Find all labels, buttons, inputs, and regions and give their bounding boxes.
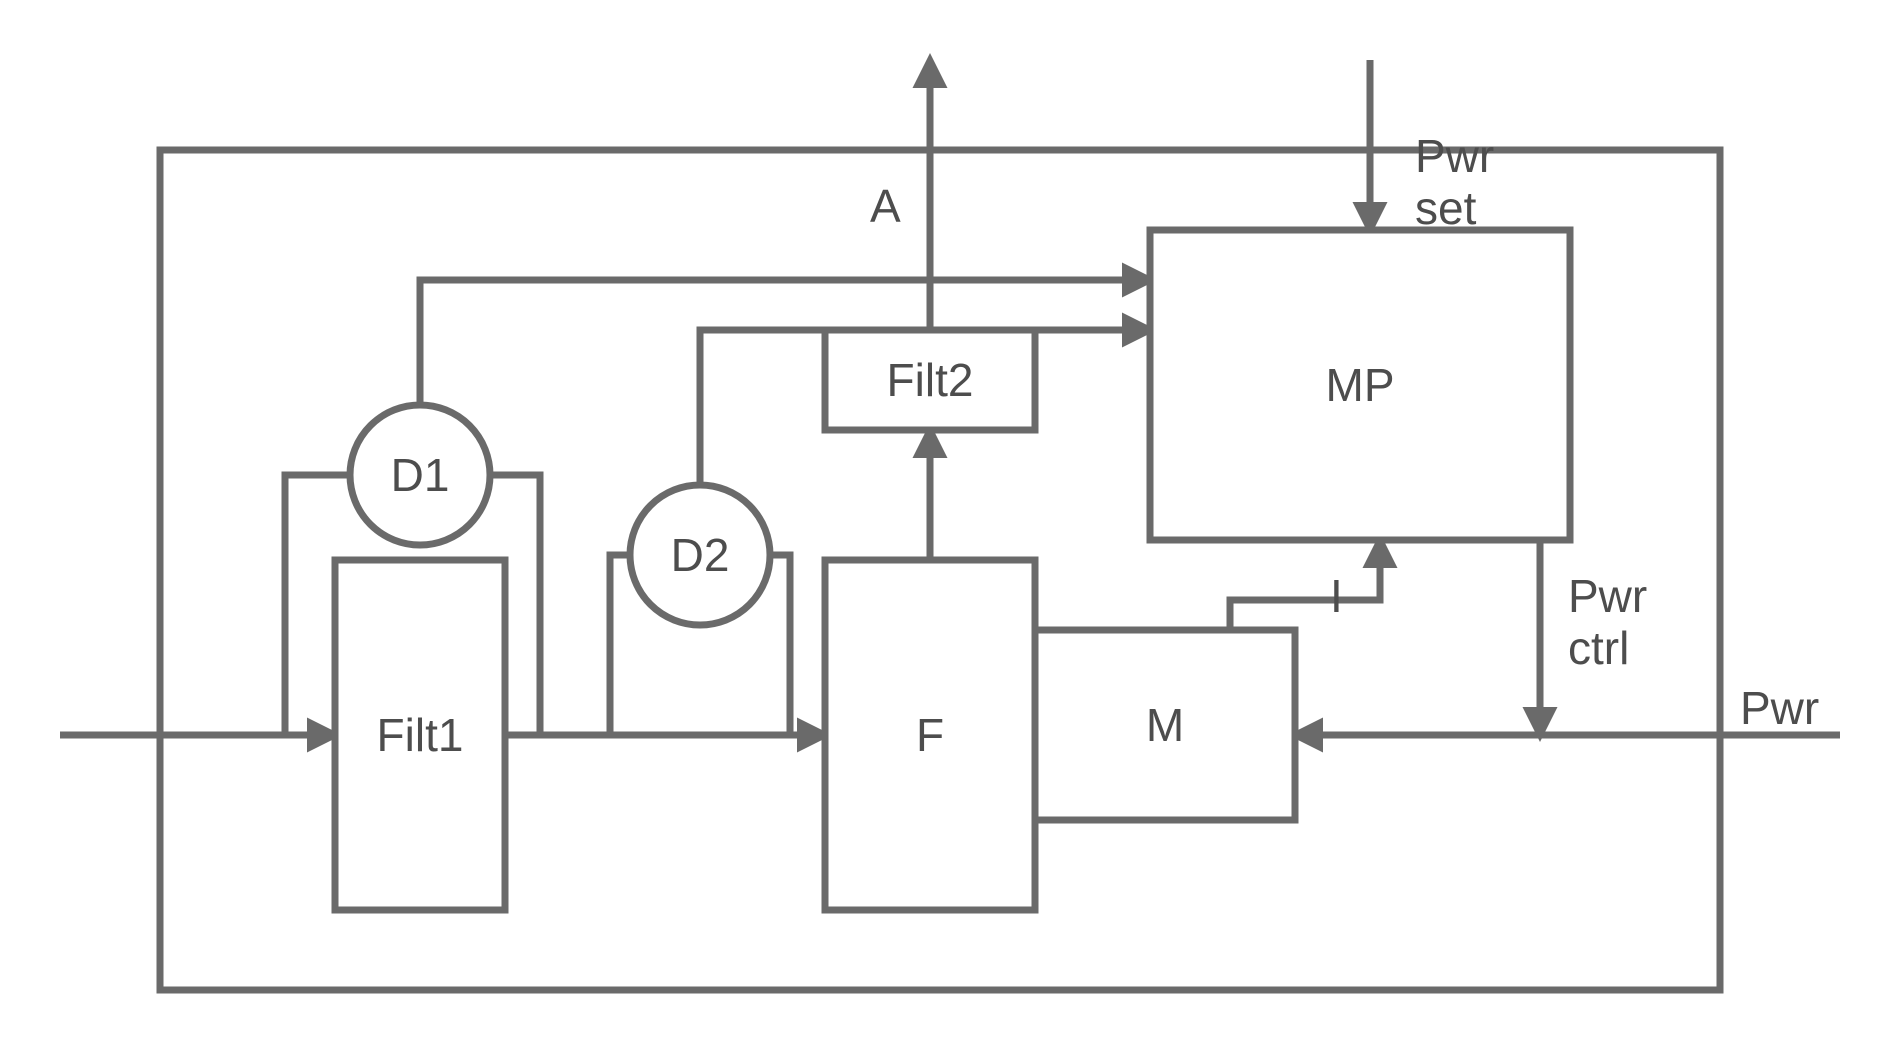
- node-filt2: Filt2: [825, 330, 1035, 430]
- node-filt1-label: Filt1: [377, 709, 464, 761]
- node-m-label: M: [1146, 699, 1184, 751]
- node-mp-label: MP: [1326, 359, 1395, 411]
- node-filt2-label: Filt2: [887, 354, 974, 406]
- node-d1-label: D1: [391, 449, 450, 501]
- label-i: I: [1330, 570, 1343, 622]
- node-f: F: [825, 560, 1035, 910]
- node-f-label: F: [916, 709, 944, 761]
- label-pwr_ctrl2: ctrl: [1568, 622, 1629, 674]
- label-pwr_set2: set: [1415, 182, 1477, 234]
- node-mp: MP: [1150, 230, 1570, 540]
- node-d1: D1: [350, 405, 490, 545]
- node-m: M: [1035, 630, 1295, 820]
- label-a: A: [870, 180, 901, 232]
- node-d2: D2: [630, 485, 770, 625]
- node-d2-label: D2: [671, 529, 730, 581]
- label-pwr: Pwr: [1740, 682, 1819, 734]
- label-pwr_set1: Pwr: [1415, 130, 1494, 182]
- label-pwr_ctrl1: Pwr: [1568, 570, 1647, 622]
- node-filt1: Filt1: [335, 560, 505, 910]
